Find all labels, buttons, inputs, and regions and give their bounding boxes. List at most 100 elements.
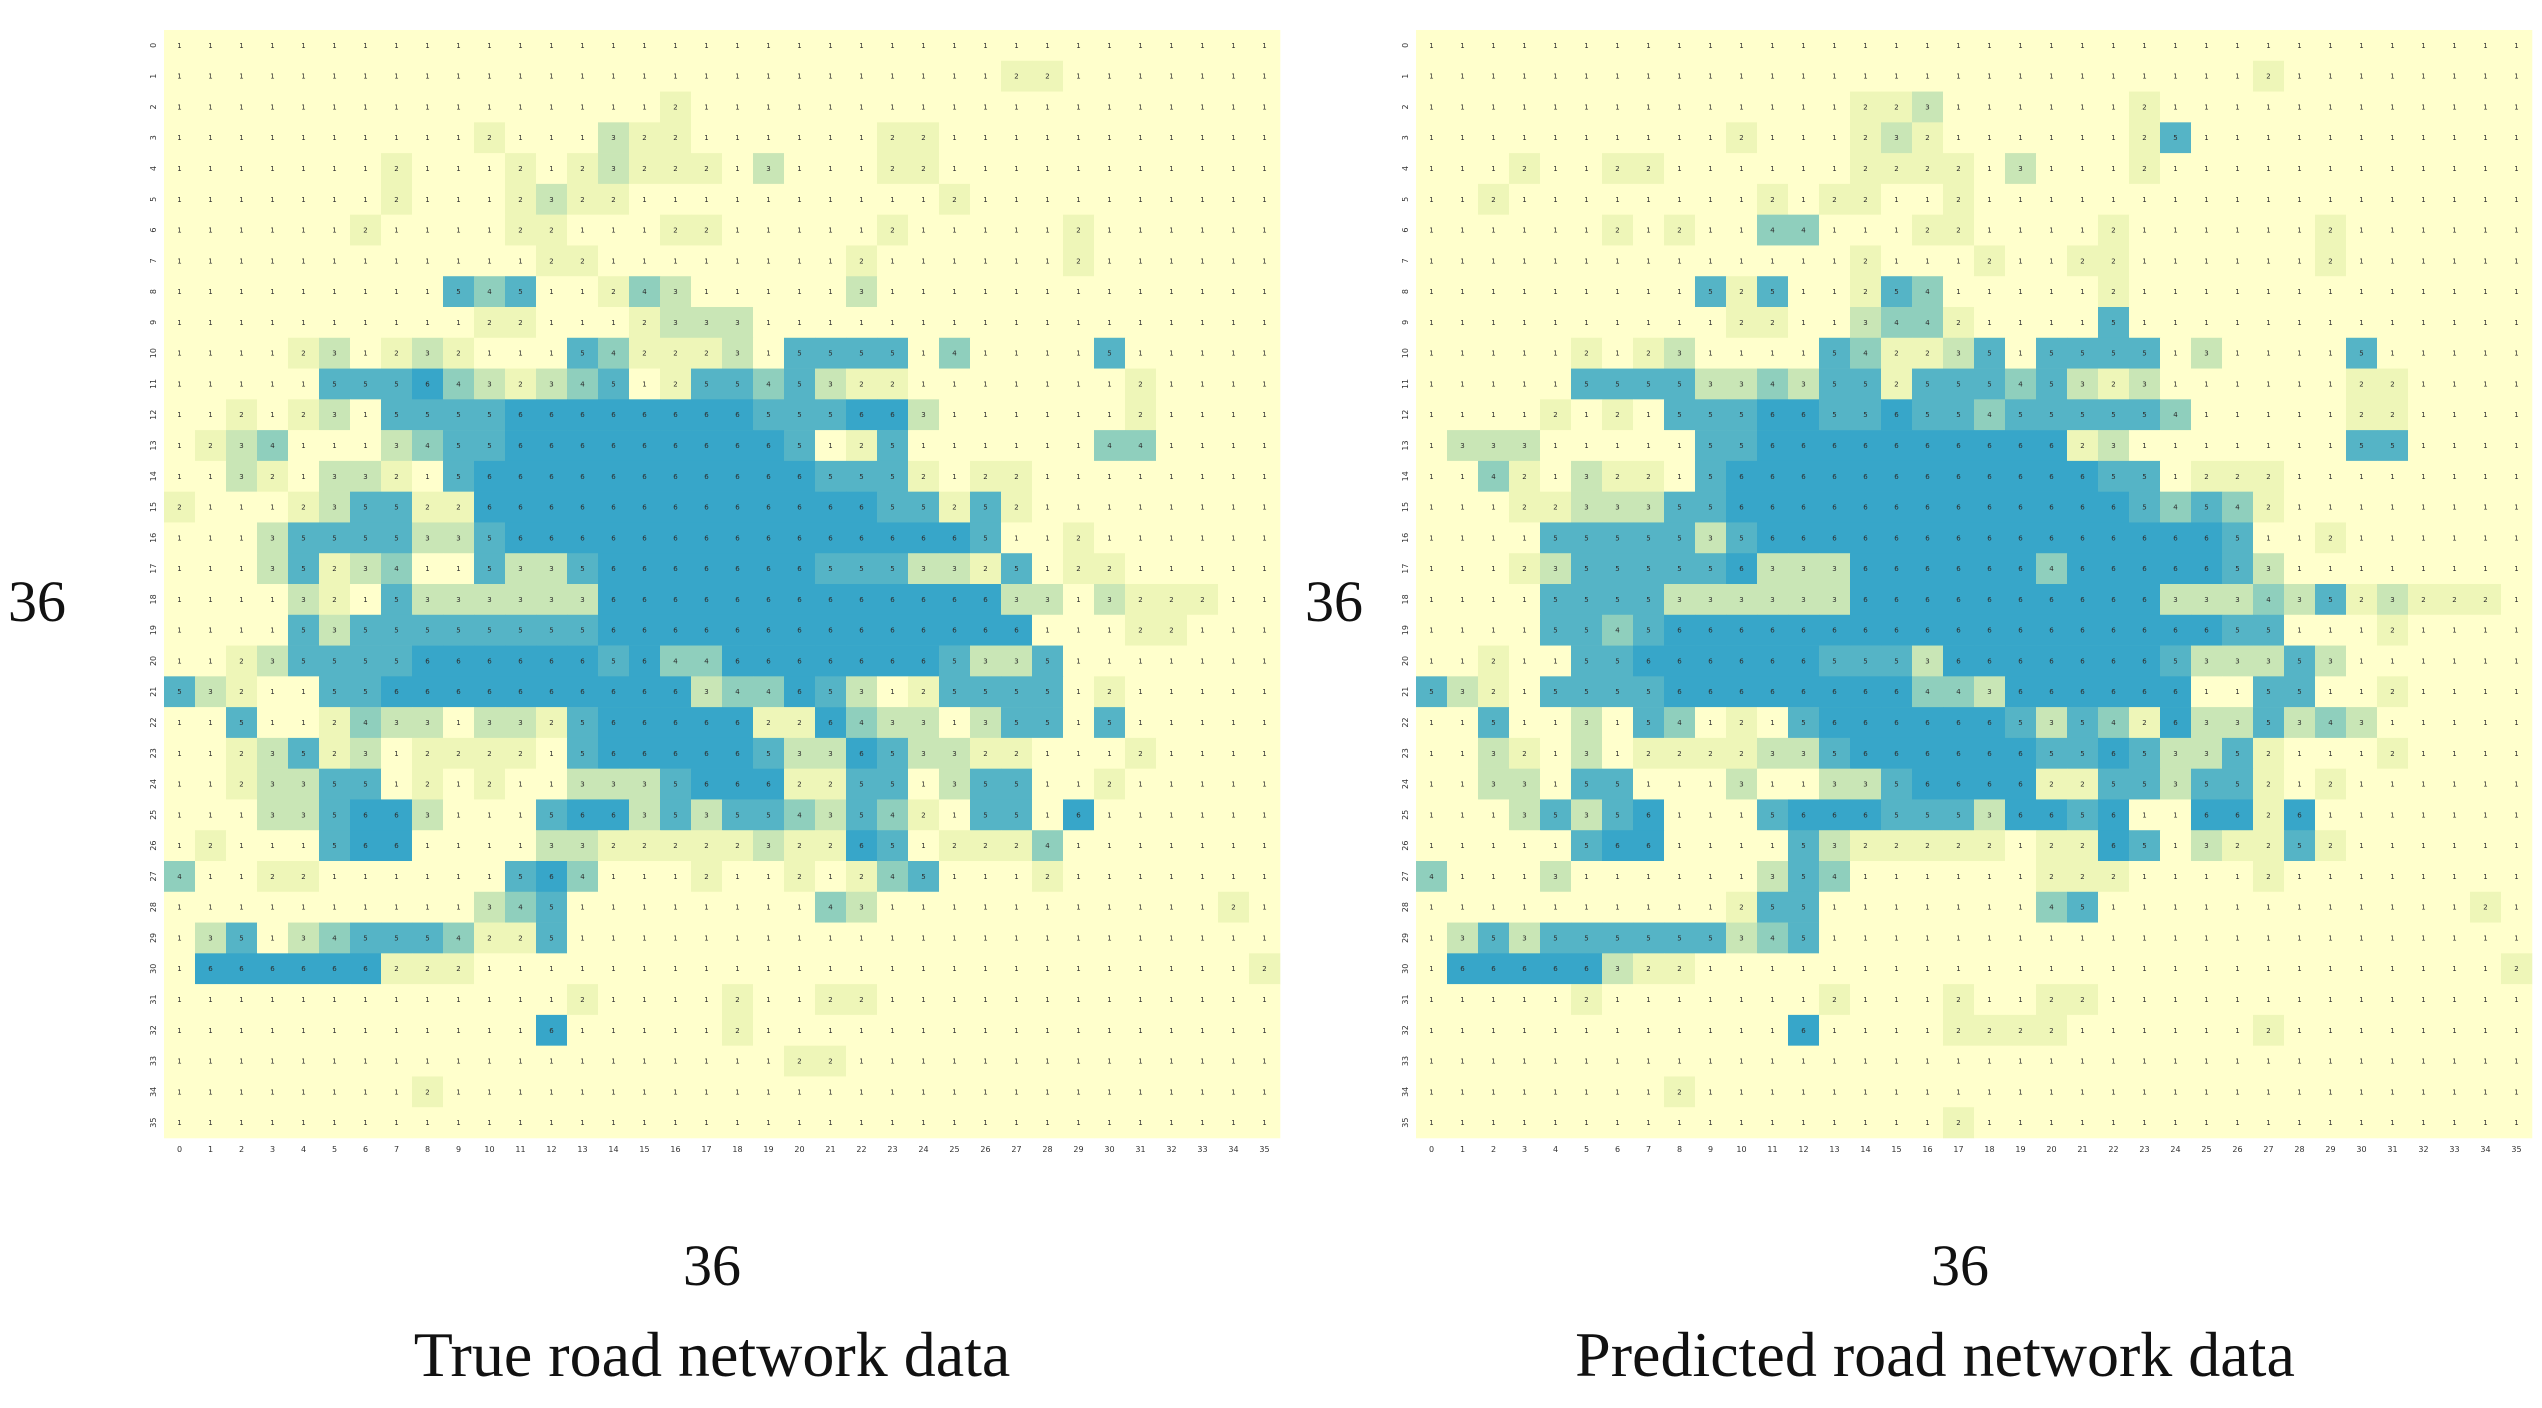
- true-heatmap-cell-label: 1: [1200, 996, 1204, 1004]
- true-heatmap-cell: [381, 676, 413, 708]
- true-heatmap-cell: [1125, 122, 1157, 154]
- true-heatmap-cell-label: 5: [425, 934, 429, 942]
- true-heatmap-cell: [908, 676, 940, 708]
- predicted-heatmap-cell-label: 5: [1925, 380, 1929, 388]
- predicted-heatmap-cell-label: 1: [1832, 965, 1836, 973]
- true-heatmap-cell: [288, 337, 320, 369]
- true-heatmap-cell-label: 1: [1138, 657, 1142, 665]
- predicted-heatmap-cell-label: 1: [1894, 73, 1898, 81]
- predicted-heatmap-cell-label: 1: [2359, 257, 2363, 265]
- true-heatmap-cell-label: 1: [177, 196, 181, 204]
- true-heatmap-cell-label: 4: [1045, 842, 1050, 850]
- true-heatmap-cell-label: 1: [1138, 565, 1142, 573]
- predicted-heatmap-cell-label: 1: [2235, 196, 2239, 204]
- predicted-heatmap-cell-label: 1: [2328, 811, 2332, 819]
- predicted-heatmap-cell-label: 1: [2359, 165, 2363, 173]
- true-heatmap-cell: [195, 183, 227, 215]
- predicted-heatmap-cell-label: 5: [2173, 657, 2177, 665]
- true-heatmap-cell-label: 3: [270, 565, 274, 573]
- predicted-heatmap-cell-label: 6: [1739, 565, 1744, 573]
- true-heatmap-cell-label: 1: [177, 934, 181, 942]
- true-heatmap-cell: [257, 368, 289, 400]
- predicted-heatmap-cell-label: 1: [2204, 442, 2208, 450]
- predicted-heatmap-cell-label: 1: [1460, 73, 1464, 81]
- true-heatmap-cell: [226, 30, 258, 62]
- true-heatmap-cell-label: 1: [549, 996, 553, 1004]
- true-heatmap-cell: [288, 276, 320, 308]
- predicted-heatmap-cell-label: 5: [2049, 350, 2053, 358]
- true-heatmap-cell-label: 2: [673, 165, 677, 173]
- true-heatmap-cell-label: 2: [1045, 873, 1049, 881]
- true-heatmap-x-tick: 11: [515, 1145, 525, 1154]
- true-heatmap-cell: [753, 553, 785, 585]
- predicted-heatmap-cell-label: 5: [1584, 565, 1588, 573]
- predicted-heatmap-cell-label: 1: [1615, 904, 1619, 912]
- true-heatmap-cell-label: 1: [921, 257, 925, 265]
- true-heatmap-cell-label: 1: [859, 934, 863, 942]
- true-heatmap-cell: [164, 91, 196, 123]
- true-heatmap-cell-label: 1: [580, 319, 584, 327]
- predicted-heatmap-cell-label: 6: [2111, 750, 2116, 758]
- true-heatmap-cell-label: 1: [673, 904, 677, 912]
- predicted-heatmap-cell-label: 6: [1801, 473, 1806, 481]
- predicted-heatmap-cell-label: 1: [2483, 811, 2487, 819]
- true-heatmap-cell-label: 1: [1231, 811, 1235, 819]
- predicted-heatmap-cell-label: 1: [1739, 73, 1743, 81]
- predicted-heatmap-cell-label: 1: [2390, 781, 2394, 789]
- true-heatmap-cell-label: 1: [766, 1088, 770, 1096]
- true-heatmap-cell-label: 1: [642, 996, 646, 1004]
- predicted-heatmap-cell-label: 1: [2483, 42, 2487, 50]
- true-heatmap-cell-label: 1: [921, 965, 925, 973]
- predicted-heatmap-cell-label: 1: [2390, 719, 2394, 727]
- true-heatmap-cell: [474, 276, 506, 308]
- true-heatmap-cell: [226, 122, 258, 154]
- true-heatmap-cell-label: 2: [859, 873, 863, 881]
- predicted-heatmap-cell-label: 5: [2266, 688, 2270, 696]
- predicted-heatmap-cell-label: 6: [1987, 442, 1992, 450]
- true-heatmap-cell-label: 1: [1262, 42, 1266, 50]
- predicted-heatmap-cell-label: 1: [1491, 411, 1495, 419]
- true-heatmap-cell-label: 6: [611, 411, 616, 419]
- true-heatmap-cell: [846, 30, 878, 62]
- predicted-heatmap-cell-label: 6: [2018, 627, 2023, 635]
- true-heatmap-cell-label: 1: [456, 873, 460, 881]
- predicted-heatmap-cell-label: 1: [2266, 288, 2270, 296]
- predicted-heatmap-cell-label: 1: [1491, 842, 1495, 850]
- true-heatmap-cell-label: 1: [177, 965, 181, 973]
- true-heatmap-cell-label: 2: [642, 350, 646, 358]
- true-heatmap-cell-label: 1: [1076, 73, 1080, 81]
- true-heatmap-cell-label: 1: [983, 42, 987, 50]
- true-heatmap-cell: [877, 707, 909, 739]
- predicted-heatmap-cell-label: 1: [2514, 534, 2518, 542]
- true-heatmap-cell-label: 6: [611, 565, 616, 573]
- predicted-heatmap-cell-label: 6: [1646, 811, 1651, 819]
- true-heatmap-cell-label: 1: [797, 165, 801, 173]
- true-heatmap-cell-label: 5: [301, 534, 305, 542]
- true-heatmap-cell: [1032, 276, 1064, 308]
- true-heatmap-cell-label: 1: [1200, 257, 1204, 265]
- true-heatmap-cell-label: 6: [797, 627, 802, 635]
- predicted-heatmap-cell-label: 5: [2049, 411, 2053, 419]
- true-heatmap-cell: [660, 676, 692, 708]
- true-heatmap-cell-label: 5: [363, 934, 367, 942]
- true-heatmap-cell-label: 1: [952, 442, 956, 450]
- true-heatmap-cell-label: 1: [1231, 196, 1235, 204]
- true-heatmap-cell: [877, 430, 909, 462]
- true-heatmap-cell: [505, 553, 537, 585]
- predicted-heatmap-cell-label: 1: [2235, 688, 2239, 696]
- predicted-heatmap-cell-label: 1: [2173, 904, 2177, 912]
- predicted-heatmap-cell-label: 1: [2421, 842, 2425, 850]
- true-heatmap-cell-label: 2: [518, 165, 522, 173]
- predicted-heatmap-cell-label: 1: [1429, 1027, 1433, 1035]
- true-heatmap-cell-label: 1: [735, 1119, 739, 1127]
- true-heatmap-cell-label: 6: [797, 534, 802, 542]
- predicted-heatmap-cell-label: 1: [2452, 134, 2456, 142]
- true-heatmap-cell-label: 1: [859, 1058, 863, 1066]
- true-heatmap-cell: [536, 307, 568, 339]
- true-heatmap-cell: [722, 399, 754, 431]
- true-heatmap-cell-label: 1: [1045, 1088, 1049, 1096]
- true-heatmap-cell: [505, 614, 537, 646]
- predicted-heatmap-cell-label: 1: [2266, 165, 2270, 173]
- true-heatmap-cell: [1218, 399, 1250, 431]
- true-heatmap-cell-label: 1: [1107, 904, 1111, 912]
